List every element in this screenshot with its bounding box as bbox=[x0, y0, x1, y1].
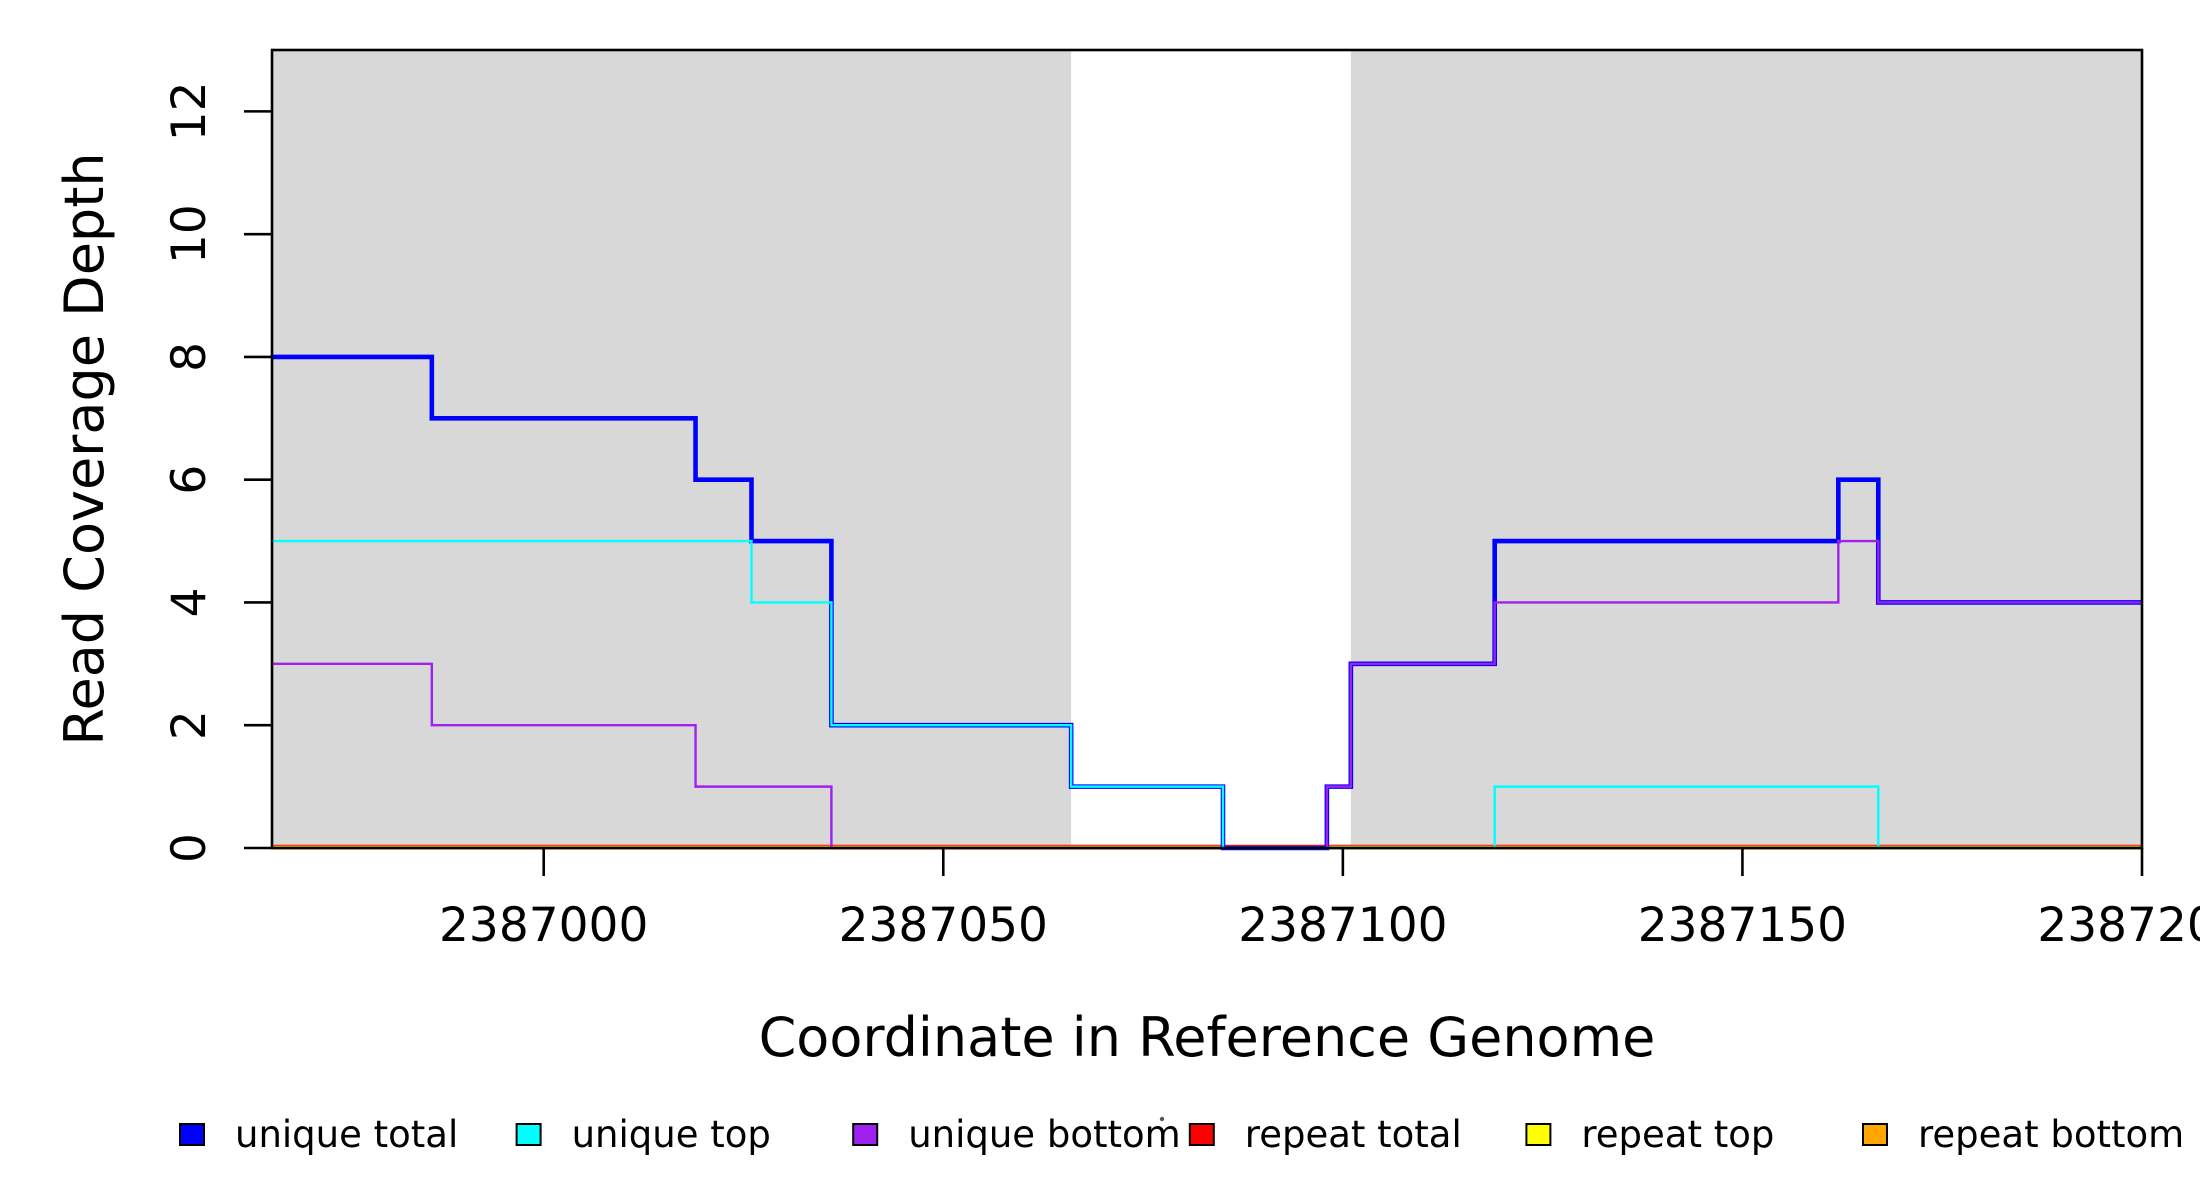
legend-label-unique-total: unique total bbox=[235, 1113, 458, 1156]
legend-label-unique-bottom: unique bottom bbox=[908, 1113, 1180, 1156]
x-tick-label: 2387050 bbox=[839, 898, 1048, 953]
legend-swatch-unique-top bbox=[515, 1123, 542, 1146]
x-tick-label: 2387100 bbox=[1238, 898, 1447, 953]
shaded-repeat-regions bbox=[272, 50, 2142, 848]
series-line-unique-bottom bbox=[272, 539, 2142, 850]
legend-swatch-repeat-total bbox=[1188, 1123, 1215, 1146]
x-axis-title: Coordinate in Reference Genome bbox=[759, 1006, 1656, 1069]
y-tick-label: 4 bbox=[162, 588, 217, 618]
legend-swatch-unique-total bbox=[179, 1123, 205, 1146]
x-tick-label: 2387150 bbox=[1638, 898, 1847, 953]
shaded-region bbox=[1350, 50, 2142, 848]
y-tick-label: 6 bbox=[162, 465, 217, 495]
legend: unique total unique top unique bottom repea… bbox=[179, 1113, 2184, 1156]
legend-label-unique-top: unique top bbox=[572, 1113, 771, 1156]
legend-label-repeat-top: repeat top bbox=[1581, 1113, 1774, 1156]
axis-labels: 2387000 2387050 2387100 2387150 2387200 0 2 4 6 8… bbox=[53, 81, 2200, 1069]
y-tick-label: 10 bbox=[162, 204, 217, 264]
x-tick-label: 2387200 bbox=[2037, 898, 2200, 953]
stray-dot-artifact bbox=[1159, 1116, 1165, 1122]
plot-border-box bbox=[270, 48, 2144, 850]
legend-swatch-unique-bottom bbox=[852, 1123, 879, 1146]
series-line-unique-top bbox=[272, 539, 2142, 850]
y-tick-label: 0 bbox=[162, 833, 217, 863]
legend-swatch-repeat-bottom bbox=[1862, 1123, 1888, 1146]
legend-label-repeat-bottom: repeat bottom bbox=[1918, 1113, 2184, 1156]
y-tick-label: 2 bbox=[162, 710, 217, 740]
legend-label-repeat-total: repeat total bbox=[1245, 1113, 1462, 1156]
y-tick-label: 12 bbox=[162, 81, 217, 141]
x-tick-label: 2387000 bbox=[439, 898, 648, 953]
legend-swatch-repeat-top bbox=[1525, 1123, 1552, 1146]
y-axis-title: Read Coverage Depth bbox=[53, 152, 116, 745]
shaded-region bbox=[272, 50, 1072, 848]
axes-and-ticks bbox=[244, 48, 2144, 876]
y-tick-label: 8 bbox=[162, 342, 217, 372]
